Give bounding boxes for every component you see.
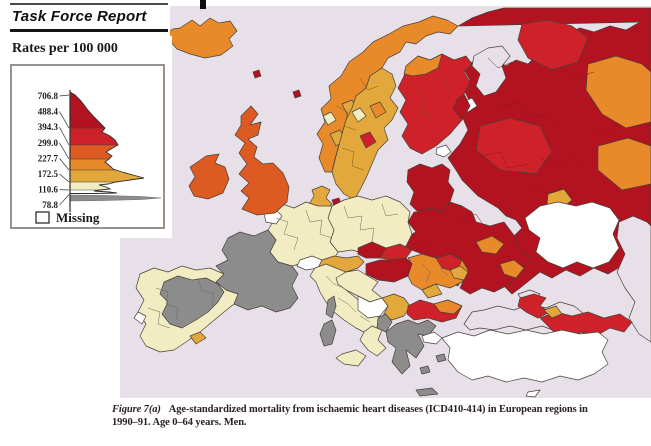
legend-tick-label: 227.7 bbox=[38, 153, 59, 163]
europe-map-figure bbox=[120, 6, 651, 398]
region-italy_south bbox=[359, 325, 387, 357]
region-albania bbox=[376, 313, 393, 333]
region-bosnia bbox=[357, 295, 389, 319]
header-rule-bottom bbox=[10, 29, 168, 32]
missing-label: Missing bbox=[56, 210, 100, 225]
scan-artifact-mark bbox=[200, 0, 206, 9]
legend-color-bands bbox=[70, 92, 144, 194]
legend-leader-line bbox=[59, 111, 70, 129]
legend-leader-line bbox=[59, 173, 70, 183]
region-caspian_sea bbox=[616, 215, 651, 343]
region-borders-north bbox=[335, 77, 451, 171]
europe-choropleth-map bbox=[120, 6, 651, 398]
region-sweden_pale_1 bbox=[351, 107, 367, 123]
map-legend: Rates per 100 000 706.8 488.4 394.3 299.0 22… bbox=[0, 36, 172, 238]
region-kazakh_white bbox=[524, 201, 620, 269]
region-rus_red_north bbox=[517, 19, 589, 71]
region-crete bbox=[415, 387, 439, 397]
region-caucasus_gold bbox=[543, 305, 563, 319]
region-france bbox=[215, 229, 299, 313]
region-ukr_orange_1 bbox=[475, 235, 505, 255]
density-outline bbox=[69, 91, 145, 194]
legend-box: 706.8 488.4 394.3 299.0 227.7 172.5 110.6 78.8 … bbox=[10, 64, 165, 229]
region-ireland bbox=[188, 153, 230, 200]
legend-band-2 bbox=[70, 145, 144, 159]
region-turkey bbox=[441, 329, 609, 383]
region-sicily bbox=[335, 349, 367, 367]
region-ural_orange_s bbox=[597, 137, 651, 191]
legend-leader-line bbox=[59, 158, 70, 171]
region-spain_gold bbox=[189, 331, 207, 345]
caption-line-1: Figure 7(a) Age-standardized mortality fr… bbox=[112, 403, 651, 416]
region-borders-east bbox=[419, 57, 619, 249]
legend-title: Rates per 100 000 bbox=[12, 41, 118, 56]
region-finland_crimson bbox=[452, 93, 471, 121]
legend-band-4 bbox=[70, 170, 144, 182]
legend-leader-line bbox=[59, 94, 70, 97]
region-spb_white bbox=[435, 144, 452, 158]
legend-band-3 bbox=[70, 159, 144, 170]
figure-label: Figure 7(a) bbox=[112, 404, 161, 415]
legend-tick-label: 488.4 bbox=[38, 107, 59, 117]
region-thrace bbox=[421, 331, 443, 345]
region-faroe bbox=[292, 89, 302, 99]
region-ural_orange_n bbox=[585, 55, 651, 129]
page-title: Task Force Report bbox=[12, 8, 147, 25]
region-uk bbox=[234, 105, 290, 216]
legend-tick-labels: 706.8 488.4 394.3 299.0 227.7 172.5 110.6 78.8 bbox=[38, 91, 70, 210]
region-shetland bbox=[252, 69, 262, 79]
legend-tick-label: 78.8 bbox=[42, 200, 58, 210]
caption-line-2: 1990–91. Age 0–64 years. Men. bbox=[112, 417, 247, 428]
region-greece bbox=[385, 319, 437, 375]
region-white_sea bbox=[471, 45, 511, 97]
region-baltics bbox=[406, 163, 455, 213]
legend-band-5 bbox=[70, 182, 144, 190]
legend-leader-line bbox=[59, 142, 70, 160]
lowest-band-sliver bbox=[69, 194, 162, 202]
legend-tick-label: 110.6 bbox=[38, 185, 58, 195]
legend-tick-label: 706.8 bbox=[38, 91, 59, 101]
legend-band-0 bbox=[70, 92, 144, 128]
region-iberia_grey bbox=[159, 275, 225, 329]
region-finland_orange bbox=[403, 53, 443, 77]
region-bulgaria_orange bbox=[433, 299, 463, 315]
region-serbia bbox=[381, 293, 411, 321]
region-germany bbox=[267, 201, 339, 267]
caption-text-1: Age-standardized mortality from ischaemi… bbox=[168, 404, 588, 415]
region-romania_gold bbox=[421, 283, 443, 299]
figure-caption: Figure 7(a) Age-standardized mortality fr… bbox=[112, 403, 651, 429]
region-greece_is2 bbox=[435, 353, 447, 363]
region-sardinia bbox=[319, 319, 337, 347]
legend-tick-label: 299.0 bbox=[38, 138, 59, 148]
page-header: Task Force Report bbox=[0, 0, 170, 36]
region-rus_red_mid bbox=[475, 117, 553, 175]
region-sweden_orange_1 bbox=[369, 101, 387, 119]
region-sweden_red_1 bbox=[359, 131, 377, 149]
region-corsica bbox=[325, 295, 337, 319]
missing-swatch bbox=[35, 211, 50, 224]
region-moldova bbox=[449, 265, 469, 281]
legend-tick-label: 394.3 bbox=[38, 122, 59, 132]
legend-tick-label: 172.5 bbox=[38, 169, 59, 179]
region-cyprus bbox=[525, 389, 541, 398]
legend-leader-line bbox=[59, 127, 70, 146]
header-rule-top bbox=[10, 3, 168, 5]
region-ukr_orange_2 bbox=[499, 259, 525, 279]
legend-density-scale: 706.8488.4394.3299.0227.7172.5110.678.8 … bbox=[35, 90, 162, 225]
region-norway_pale_1 bbox=[322, 111, 337, 126]
legend-leader-line bbox=[59, 194, 70, 206]
region-borders-central bbox=[147, 203, 449, 329]
region-lisbon_white bbox=[133, 311, 147, 325]
region-greece_is1 bbox=[419, 365, 431, 375]
